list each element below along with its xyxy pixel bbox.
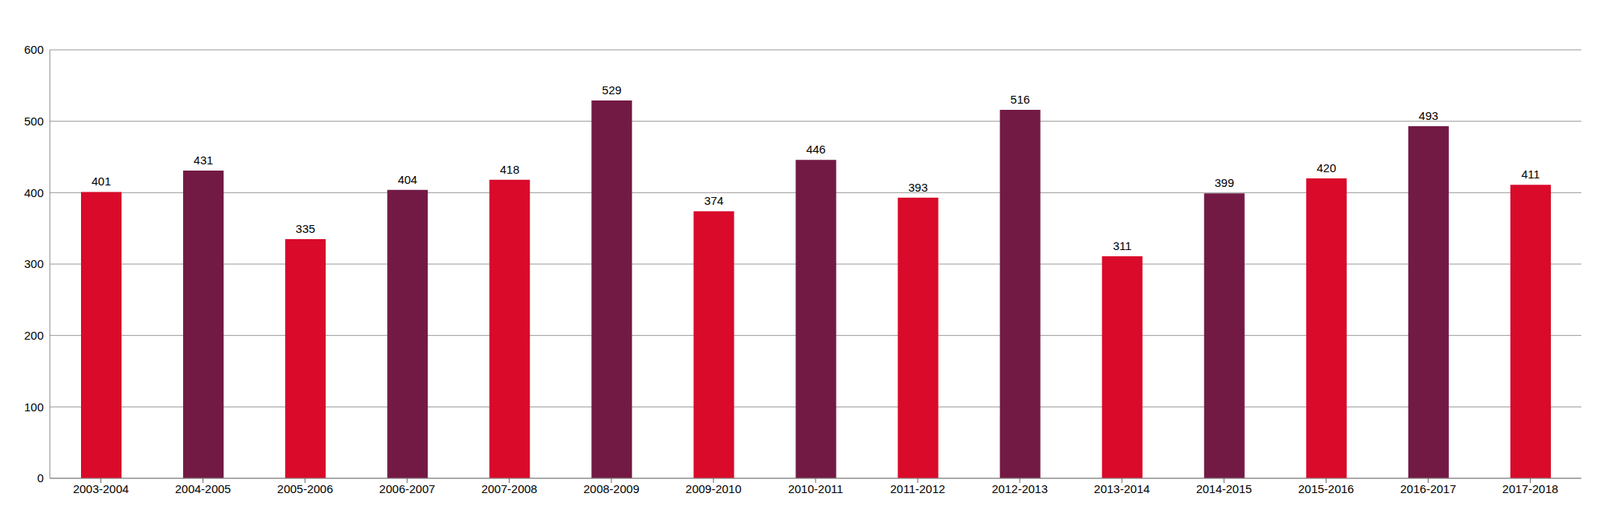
svg-text:2006-2007: 2006-2007 [379, 482, 436, 496]
svg-text:600: 600 [24, 42, 44, 57]
svg-text:420: 420 [1316, 161, 1336, 175]
svg-text:516: 516 [1010, 92, 1030, 106]
svg-text:335: 335 [296, 222, 316, 236]
svg-text:493: 493 [1418, 109, 1438, 123]
svg-text:311: 311 [1113, 239, 1132, 253]
svg-text:2011-2012: 2011-2012 [890, 482, 946, 496]
svg-text:2003-2004: 2003-2004 [73, 482, 130, 496]
svg-text:200: 200 [24, 328, 44, 342]
svg-text:100: 100 [24, 400, 44, 414]
svg-text:399: 399 [1214, 176, 1234, 190]
svg-text:401: 401 [91, 174, 111, 188]
svg-text:300: 300 [24, 257, 44, 271]
svg-text:2016-2017: 2016-2017 [1400, 482, 1457, 496]
svg-text:2013-2014: 2013-2014 [1093, 482, 1150, 496]
svg-text:0: 0 [37, 471, 44, 485]
svg-text:431: 431 [193, 153, 214, 167]
svg-text:2007-2008: 2007-2008 [481, 482, 538, 496]
svg-text:2009-2010: 2009-2010 [685, 482, 742, 496]
svg-text:2005-2006: 2005-2006 [277, 482, 334, 496]
svg-text:374: 374 [704, 193, 724, 208]
svg-text:446: 446 [806, 142, 826, 156]
svg-text:393: 393 [908, 180, 928, 194]
svg-text:404: 404 [398, 172, 418, 187]
svg-text:400: 400 [24, 186, 44, 200]
svg-text:2017-2018: 2017-2018 [1502, 482, 1559, 496]
svg-text:529: 529 [602, 83, 622, 97]
svg-text:2012-2013: 2012-2013 [991, 482, 1048, 496]
svg-text:2015-2016: 2015-2016 [1297, 482, 1354, 496]
svg-text:2010-2011: 2010-2011 [788, 482, 844, 496]
svg-text:418: 418 [500, 162, 520, 177]
svg-text:2014-2015: 2014-2015 [1195, 482, 1252, 496]
svg-text:2008-2009: 2008-2009 [583, 482, 640, 496]
svg-text:500: 500 [24, 114, 44, 128]
svg-text:2004-2005: 2004-2005 [175, 482, 232, 496]
svg-text:411: 411 [1521, 167, 1541, 181]
